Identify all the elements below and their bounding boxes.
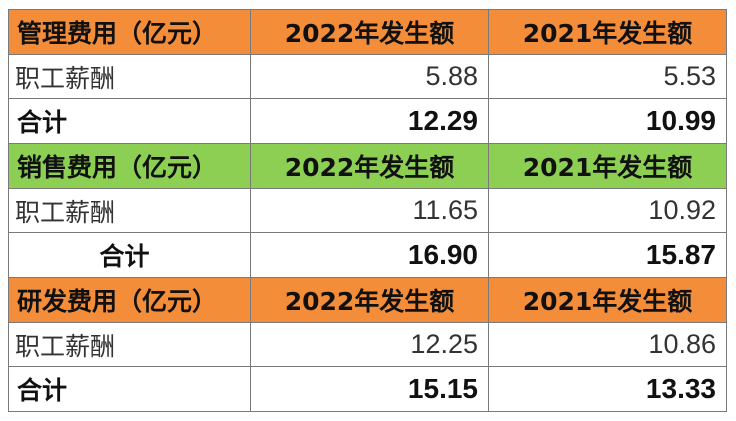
total-label: 合计 [8, 98, 251, 144]
header-2022: 2022年发生额 [250, 143, 489, 189]
row-label: 职工薪酬 [8, 322, 251, 367]
employee-compensation-table: 管理费用（亿元） 2022年发生额 2021年发生额 职工薪酬 5.88 5.5… [8, 9, 727, 412]
header-2022: 2022年发生额 [250, 277, 489, 323]
total-row: 合计 12.29 10.99 [8, 98, 727, 144]
expense-table-container: 管理费用（亿元） 2022年发生额 2021年发生额 职工薪酬 5.88 5.5… [8, 9, 727, 412]
header-2021: 2021年发生额 [488, 277, 727, 323]
header-2021: 2021年发生额 [488, 9, 727, 55]
table-row: 职工薪酬 12.25 10.86 [8, 322, 727, 367]
total-label: 合计 [8, 232, 251, 278]
total-row: 合计 15.15 13.33 [8, 366, 727, 412]
total-2022: 15.15 [250, 366, 489, 412]
row-label: 职工薪酬 [8, 188, 251, 233]
total-row: 合计 16.90 15.87 [8, 232, 727, 278]
header-label: 研发费用（亿元） [8, 277, 251, 323]
value-2022: 5.88 [250, 54, 489, 99]
value-2021: 5.53 [488, 54, 727, 99]
value-2021: 10.86 [488, 322, 727, 367]
value-2021: 10.92 [488, 188, 727, 233]
total-2022: 16.90 [250, 232, 489, 278]
table-row: 职工薪酬 5.88 5.53 [8, 54, 727, 99]
total-2021: 15.87 [488, 232, 727, 278]
section-header-rnd: 研发费用（亿元） 2022年发生额 2021年发生额 [8, 277, 727, 323]
header-2022: 2022年发生额 [250, 9, 489, 55]
header-label: 销售费用（亿元） [8, 143, 251, 189]
section-header-admin: 管理费用（亿元） 2022年发生额 2021年发生额 [8, 9, 727, 55]
total-2022: 12.29 [250, 98, 489, 144]
row-label: 职工薪酬 [8, 54, 251, 99]
table-row: 职工薪酬 11.65 10.92 [8, 188, 727, 233]
total-label: 合计 [8, 366, 251, 412]
value-2022: 12.25 [250, 322, 489, 367]
value-2022: 11.65 [250, 188, 489, 233]
section-header-sales: 销售费用（亿元） 2022年发生额 2021年发生额 [8, 143, 727, 189]
total-2021: 10.99 [488, 98, 727, 144]
total-2021: 13.33 [488, 366, 727, 412]
header-label: 管理费用（亿元） [8, 9, 251, 55]
header-2021: 2021年发生额 [488, 143, 727, 189]
